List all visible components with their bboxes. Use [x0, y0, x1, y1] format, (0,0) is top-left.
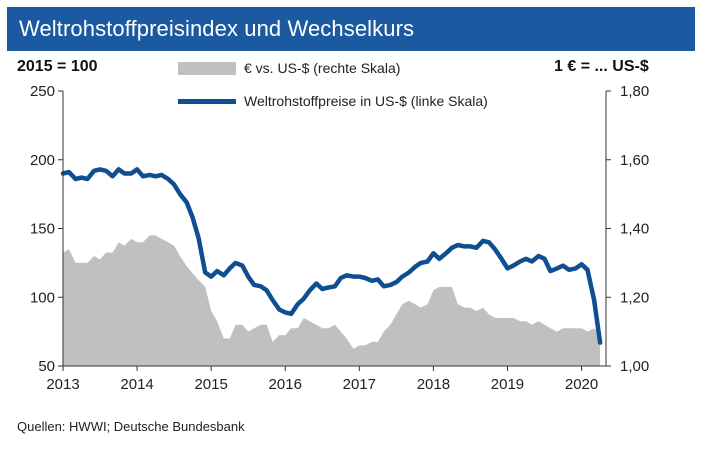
right-tick-label: 1,80	[620, 83, 649, 100]
x-tick-label: 2014	[120, 376, 153, 393]
left-tick-label: 150	[30, 221, 55, 238]
axis-layer: 250 200 150 100 50 1,80 1,60 1,40 1,20 1,00 2013 20…	[30, 83, 649, 393]
legend-swatch-area	[178, 62, 236, 75]
x-tick-label: 2013	[46, 376, 79, 393]
x-tick-label: 2017	[343, 376, 376, 393]
right-tick-label: 1,20	[620, 289, 649, 306]
chart-title: Weltrohstoffpreisindex und Wechselkurs	[19, 16, 415, 41]
left-tick-label: 250	[30, 83, 55, 100]
x-tick-label: 2015	[194, 376, 227, 393]
title-bar: Weltrohstoffpreisindex und Wechselkurs	[7, 7, 695, 51]
series-eur-usd-area	[63, 235, 601, 366]
left-tick-label: 50	[38, 358, 55, 375]
line-layer	[60, 167, 603, 345]
left-tick-label: 100	[30, 289, 55, 306]
legend-label-area: € vs. US-$ (rechte Skala)	[244, 60, 401, 76]
x-tick-label: 2018	[417, 376, 450, 393]
right-tick-label: 1,40	[620, 221, 649, 238]
area-layer	[63, 235, 601, 366]
source-note: Quellen: HWWI; Deutsche Bundesbank	[17, 419, 245, 434]
x-tick-label: 2020	[565, 376, 598, 393]
legend-swatch-line	[178, 99, 236, 104]
series-commodity-line	[60, 167, 603, 345]
legend-label-line: Weltrohstoffpreise in US-$ (linke Skala)	[244, 93, 488, 109]
left-axis-label: 2015 = 100	[17, 58, 98, 75]
x-tick-label: 2019	[491, 376, 524, 393]
right-tick-label: 1,00	[620, 358, 649, 375]
right-axis-label: 1 € = ... US-$	[554, 58, 649, 75]
left-tick-label: 200	[30, 152, 55, 169]
right-tick-label: 1,60	[620, 152, 649, 169]
x-tick-label: 2016	[269, 376, 302, 393]
